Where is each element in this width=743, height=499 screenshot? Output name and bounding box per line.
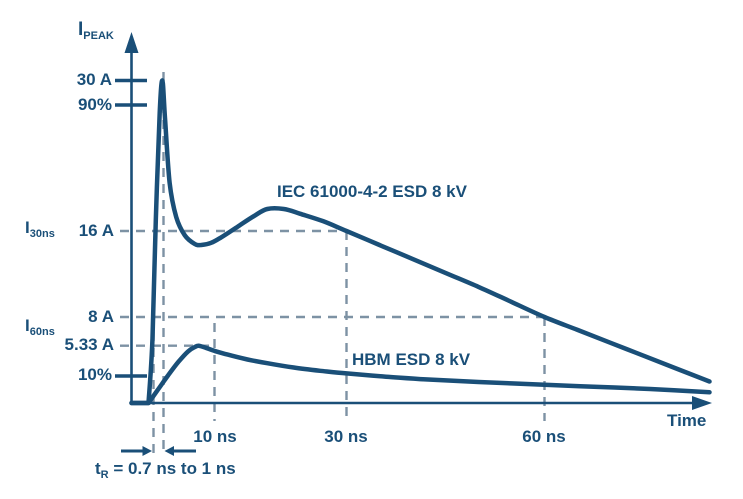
hbm-curve-label: HBM ESD 8 kV [352, 350, 471, 369]
rise-time-arrows [121, 446, 196, 456]
y-tick-label-5-33a: 5.33 A [64, 335, 114, 354]
rise-time-label: tR = 0.7 ns to 1 ns [95, 459, 236, 481]
x-tick-label-60ns: 60 ns [522, 427, 566, 446]
y-tick-label-8a: 8 A [88, 307, 114, 326]
x-axis-title: Time [667, 411, 707, 430]
y-tick-label-30a: 30 A [76, 70, 112, 89]
i-60ns-label: I60ns [25, 316, 55, 338]
y-tick-label-16a: 16 A [78, 221, 114, 240]
left-arrow-icon [164, 446, 174, 456]
curve-hbm [129, 343, 712, 406]
y-axis-title: IPEAK [78, 19, 114, 42]
curve-iec [129, 78, 712, 406]
y-tick-label-90pct: 90% [77, 95, 112, 114]
right-arrow-icon [142, 446, 152, 456]
dashed-guides [120, 229, 546, 421]
waveform-curves [129, 78, 712, 406]
x-axis-arrow-icon [692, 396, 712, 410]
y-axis-arrow-icon [124, 32, 139, 53]
x-tick-label-30ns: 30 ns [324, 427, 368, 446]
x-tick-label-10ns: 10 ns [193, 427, 237, 446]
iec-curve-label: IEC 61000-4-2 ESD 8 kV [277, 182, 467, 201]
y-tick-label-10pct: 10% [77, 365, 112, 384]
axes [115, 32, 712, 410]
i-30ns-label: I30ns [25, 218, 55, 240]
